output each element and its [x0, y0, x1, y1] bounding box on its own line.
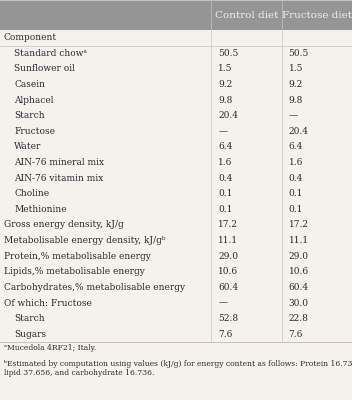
Text: 9.2: 9.2: [289, 80, 303, 89]
Text: 60.4: 60.4: [289, 283, 309, 292]
Text: Fructose: Fructose: [14, 127, 55, 136]
Text: 10.6: 10.6: [218, 267, 238, 276]
Text: Sunflower oil: Sunflower oil: [14, 64, 75, 74]
Text: —: —: [218, 127, 227, 136]
Text: 29.0: 29.0: [218, 252, 238, 261]
Text: 6.4: 6.4: [218, 142, 233, 152]
Text: AIN-76 mineral mix: AIN-76 mineral mix: [14, 158, 104, 167]
Text: 20.4: 20.4: [218, 111, 238, 120]
Text: 50.5: 50.5: [218, 49, 239, 58]
Text: Fructose diet: Fructose diet: [282, 10, 352, 20]
Text: 9.8: 9.8: [218, 96, 233, 105]
Text: —: —: [218, 298, 227, 308]
Text: 10.6: 10.6: [289, 267, 309, 276]
Text: ᵇEstimated by computation using values (kJ/g) for energy content as follows: Pro: ᵇEstimated by computation using values (…: [4, 360, 352, 377]
Text: AIN-76 vitamin mix: AIN-76 vitamin mix: [14, 174, 103, 183]
Text: 1.5: 1.5: [289, 64, 303, 74]
Text: 0.1: 0.1: [218, 205, 233, 214]
Text: 9.2: 9.2: [218, 80, 232, 89]
Text: Component: Component: [4, 33, 57, 42]
Text: 0.1: 0.1: [218, 189, 233, 198]
Text: 1.6: 1.6: [289, 158, 303, 167]
Text: Protein,% metabolisable energy: Protein,% metabolisable energy: [4, 252, 150, 261]
Text: 1.5: 1.5: [218, 64, 233, 74]
Text: Sugars: Sugars: [14, 330, 46, 339]
Text: 6.4: 6.4: [289, 142, 303, 152]
Text: 22.8: 22.8: [289, 314, 308, 323]
Text: 0.1: 0.1: [289, 205, 303, 214]
Text: 9.8: 9.8: [289, 96, 303, 105]
Text: Choline: Choline: [14, 189, 49, 198]
Text: Of which: Fructose: Of which: Fructose: [4, 298, 92, 308]
Text: Starch: Starch: [14, 314, 45, 323]
Text: Casein: Casein: [14, 80, 45, 89]
Text: 0.4: 0.4: [289, 174, 303, 183]
Text: ᵃMucedola 4RF21; Italy.: ᵃMucedola 4RF21; Italy.: [4, 344, 96, 352]
Text: 52.8: 52.8: [218, 314, 238, 323]
Text: 50.5: 50.5: [289, 49, 309, 58]
Text: Alphacel: Alphacel: [14, 96, 54, 105]
Text: 20.4: 20.4: [289, 127, 309, 136]
Text: Lipids,% metabolisable energy: Lipids,% metabolisable energy: [4, 267, 144, 276]
Text: 30.0: 30.0: [289, 298, 309, 308]
Text: 29.0: 29.0: [289, 252, 309, 261]
Text: Methionine: Methionine: [14, 205, 67, 214]
Text: 17.2: 17.2: [289, 220, 309, 230]
Text: —: —: [289, 111, 298, 120]
Text: Standard chowᵃ: Standard chowᵃ: [14, 49, 87, 58]
Text: Water: Water: [14, 142, 42, 152]
Bar: [0, 0, 352, 30]
Text: Starch: Starch: [14, 111, 45, 120]
Bar: [0, 30, 352, 342]
Text: Carbohydrates,% metabolisable energy: Carbohydrates,% metabolisable energy: [4, 283, 185, 292]
Text: 0.1: 0.1: [289, 189, 303, 198]
Text: Metabolisable energy density, kJ/gᵇ: Metabolisable energy density, kJ/gᵇ: [4, 236, 165, 245]
Text: 11.1: 11.1: [218, 236, 238, 245]
Text: Control diet: Control diet: [215, 10, 278, 20]
Text: 60.4: 60.4: [218, 283, 238, 292]
Text: 0.4: 0.4: [218, 174, 233, 183]
Text: 11.1: 11.1: [289, 236, 309, 245]
Text: 7.6: 7.6: [218, 330, 233, 339]
Text: 17.2: 17.2: [218, 220, 238, 230]
Text: 7.6: 7.6: [289, 330, 303, 339]
Text: 1.6: 1.6: [218, 158, 233, 167]
Text: Gross energy density, kJ/g: Gross energy density, kJ/g: [4, 220, 123, 230]
